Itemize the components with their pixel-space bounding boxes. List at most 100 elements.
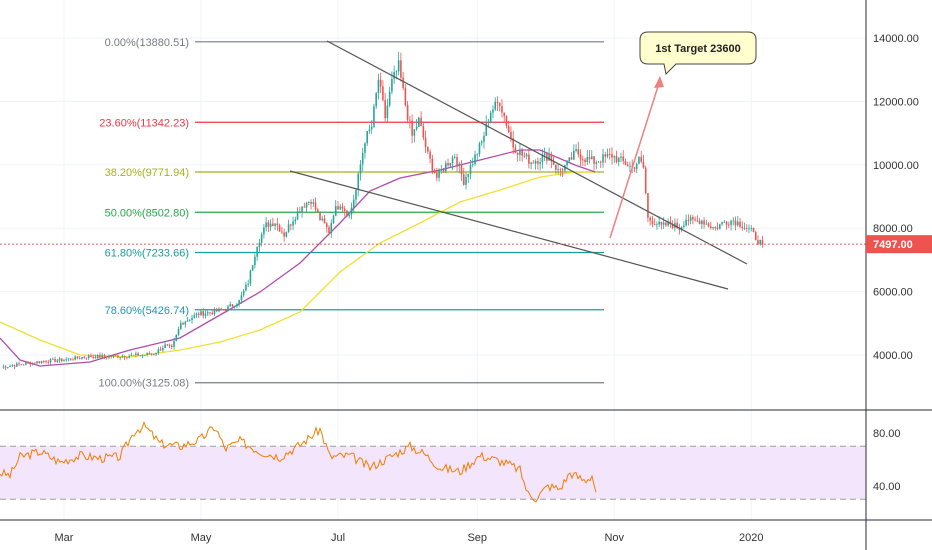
candle-down bbox=[411, 120, 413, 136]
candle-down bbox=[103, 355, 106, 357]
candle-up bbox=[31, 362, 34, 365]
price-tick-label: 8000.00 bbox=[873, 223, 913, 235]
price-tick-label: 12000.00 bbox=[873, 96, 919, 108]
candle-down bbox=[384, 100, 386, 119]
candle-up bbox=[312, 202, 315, 204]
fib-level-label: 0.00%(13880.51) bbox=[105, 37, 189, 49]
candle-down bbox=[60, 358, 63, 362]
candle-up bbox=[256, 247, 258, 257]
candle-up bbox=[483, 135, 485, 142]
candle-up bbox=[121, 356, 124, 358]
candle-up bbox=[81, 357, 83, 359]
candle-down bbox=[507, 126, 510, 133]
candle-down bbox=[303, 206, 306, 208]
candle-up bbox=[364, 143, 366, 153]
candle-down bbox=[716, 227, 719, 229]
candle-down bbox=[745, 228, 748, 229]
candle-down bbox=[85, 357, 88, 359]
price-tick-label: 4000.00 bbox=[873, 350, 913, 362]
candle-up bbox=[613, 156, 616, 158]
candle-up bbox=[658, 221, 660, 225]
candle-down bbox=[83, 357, 86, 358]
candle-up bbox=[391, 78, 393, 92]
candle-down bbox=[757, 240, 759, 245]
candle-up bbox=[736, 221, 739, 226]
candlesticks bbox=[2, 51, 764, 371]
candle-up bbox=[247, 283, 249, 285]
candle-down bbox=[29, 362, 32, 365]
candle-up bbox=[366, 131, 368, 144]
candle-up bbox=[87, 355, 90, 358]
candle-up bbox=[139, 355, 142, 357]
candle-down bbox=[325, 223, 328, 228]
candle-up bbox=[96, 354, 99, 359]
candle-down bbox=[47, 362, 50, 363]
candle-up bbox=[242, 290, 245, 296]
candle-down bbox=[34, 362, 36, 364]
candle-up bbox=[2, 366, 5, 368]
candle-down bbox=[577, 149, 580, 155]
candle-up bbox=[485, 123, 488, 136]
fib-level-label: 61.80%(7233.66) bbox=[105, 247, 189, 259]
rsi-band bbox=[0, 445, 866, 500]
candle-down bbox=[622, 156, 625, 162]
candle-up bbox=[213, 309, 216, 315]
candle-down bbox=[290, 224, 292, 226]
candle-up bbox=[530, 162, 532, 164]
candle-down bbox=[678, 228, 681, 231]
candle-down bbox=[132, 354, 135, 356]
candle-up bbox=[162, 348, 164, 351]
candle-up bbox=[397, 60, 400, 72]
candle-down bbox=[211, 312, 214, 315]
candle-down bbox=[267, 222, 270, 227]
candle-up bbox=[534, 161, 537, 164]
fast-moving-average-line bbox=[0, 149, 596, 367]
candle-down bbox=[436, 173, 438, 178]
candle-down bbox=[402, 77, 404, 89]
candle-up bbox=[489, 112, 492, 123]
fib-level-label: 38.20%(9771.94) bbox=[105, 167, 189, 179]
fib-level-label: 50.00%(8502.80) bbox=[105, 207, 189, 219]
candle-up bbox=[368, 129, 371, 132]
candle-down bbox=[710, 226, 712, 229]
candle-up bbox=[701, 220, 703, 225]
candle-up bbox=[438, 169, 440, 178]
candle-down bbox=[582, 159, 584, 161]
candle-down bbox=[644, 167, 647, 194]
target-arrow-line bbox=[609, 79, 661, 239]
target-annotation: 1st Target 23600 bbox=[609, 31, 757, 239]
candle-up bbox=[285, 232, 288, 237]
candle-up bbox=[519, 150, 521, 155]
price-tick-label: 6000.00 bbox=[873, 287, 913, 299]
candle-down bbox=[427, 147, 429, 152]
trendlines bbox=[0, 40, 866, 290]
candle-down bbox=[197, 313, 200, 315]
candle-down bbox=[599, 161, 602, 163]
candle-up bbox=[458, 163, 461, 167]
candle-up bbox=[58, 358, 61, 361]
candle-up bbox=[119, 357, 121, 358]
candle-down bbox=[660, 221, 663, 225]
target-callout-text: 1st Target 23600 bbox=[655, 43, 740, 55]
candle-up bbox=[445, 163, 447, 172]
candle-down bbox=[626, 164, 629, 167]
candle-up bbox=[144, 354, 146, 356]
candle-down bbox=[615, 156, 618, 163]
candle-up bbox=[449, 162, 452, 166]
candle-up bbox=[350, 207, 353, 215]
candle-down bbox=[496, 101, 499, 104]
candle-down bbox=[633, 167, 636, 169]
candle-up bbox=[743, 228, 746, 229]
candle-down bbox=[647, 193, 649, 218]
candle-up bbox=[177, 328, 180, 335]
candle-down bbox=[456, 157, 458, 167]
candle-down bbox=[570, 157, 573, 160]
candle-down bbox=[69, 358, 72, 360]
candle-down bbox=[611, 154, 613, 158]
candle-up bbox=[195, 313, 198, 316]
candle-up bbox=[476, 154, 479, 155]
price-tick-label: 10000.00 bbox=[873, 160, 919, 172]
candle-down bbox=[694, 219, 696, 221]
